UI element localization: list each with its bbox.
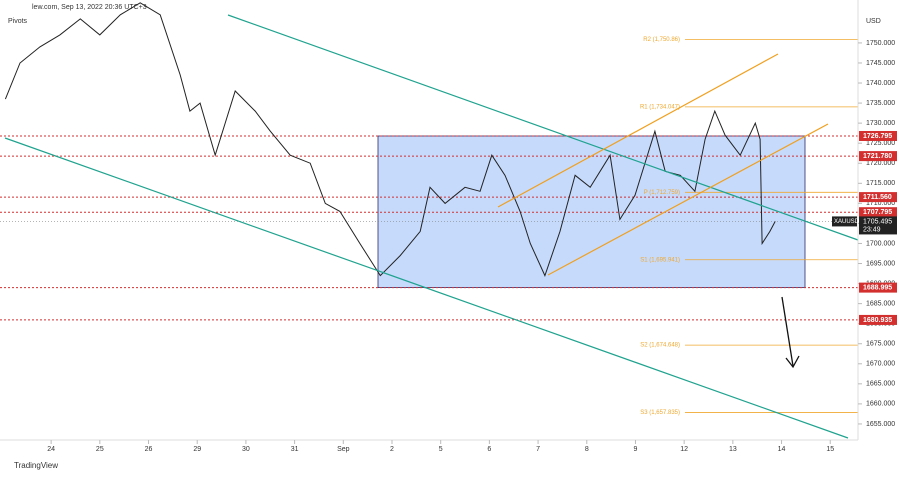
rising-channel-upper [497, 53, 779, 208]
y-axis-unit: USD [866, 18, 881, 25]
countdown-label: 23:49 [863, 226, 881, 233]
level-badge [859, 151, 897, 162]
y-tick-label: 1730.000 [866, 120, 895, 127]
x-tick-label: 5 [439, 446, 443, 453]
plot-area: R2 (1,750.86) R1 (1,734.047) P (1,712.759)… [0, 2, 858, 416]
level-label: 1726.795 [863, 133, 892, 140]
y-tick-label: 1740.000 [866, 80, 895, 87]
x-tick-label: 14 [778, 446, 786, 453]
x-tick-label: 31 [291, 446, 299, 453]
y-tick-label: 1750.000 [866, 40, 895, 47]
x-tick-label: 24 [47, 446, 55, 453]
y-tick-label: 1720.000 [866, 160, 895, 167]
level-badge [859, 207, 897, 218]
x-tick-label: 25 [96, 446, 104, 453]
level-label: 1680.935 [863, 317, 892, 324]
x-tick-label: 12 [680, 446, 688, 453]
pivot-label: S1 (1,695.941) [640, 257, 680, 263]
y-tick-label: 1655.000 [866, 421, 895, 428]
level-label: 1721.780 [863, 153, 892, 160]
rising-channel-lower [547, 123, 829, 276]
arrow-head [785, 355, 800, 369]
current-price-label: 1705.495 [863, 218, 892, 225]
footer-brand: TradingView [14, 461, 58, 470]
level-badge [859, 130, 897, 141]
level-badge [859, 192, 897, 203]
pivot-label: S3 (1,657.835) [640, 410, 680, 416]
y-tick-label: 1695.000 [866, 260, 895, 267]
x-tick-label: 2 [390, 446, 394, 453]
y-tick-label: 1725.000 [866, 140, 895, 147]
pivot-label: S2 (1,674.648) [640, 343, 680, 349]
x-tick-label: 29 [193, 446, 201, 453]
y-tick-label: 1715.000 [866, 180, 895, 187]
pivot-label: P (1,712.759) [644, 190, 680, 196]
x-tick-label: 15 [826, 446, 834, 453]
level-label: 1711.560 [863, 194, 892, 201]
x-tick-label: 6 [487, 446, 491, 453]
channel-upper [227, 14, 859, 241]
chart-title: lew.com, Sep 13, 2022 20:36 UTC+3 [32, 4, 147, 11]
level-label: 1707.795 [863, 209, 892, 216]
current-price-badge [859, 216, 897, 235]
arrow [781, 296, 794, 367]
level-label: 1688.995 [863, 284, 892, 291]
y-tick-label: 1660.000 [866, 401, 895, 408]
x-tick-label: 30 [242, 446, 250, 453]
x-tick-label: 7 [536, 446, 540, 453]
x-tick-label: 26 [145, 446, 153, 453]
symbol-badge [832, 216, 857, 227]
indicator-name: Pivots [8, 18, 28, 25]
level-badge [859, 314, 897, 325]
symbol-label: XAUUSD [834, 219, 860, 225]
y-tick-label: 1685.000 [866, 300, 895, 307]
y-tick-label: 1735.000 [866, 100, 895, 107]
y-tick-label: 1710.000 [866, 200, 895, 207]
x-tick-label: 13 [729, 446, 737, 453]
price-line [4, 2, 776, 277]
y-tick-label: 1675.000 [866, 341, 895, 348]
y-tick-label: 1745.000 [866, 60, 895, 67]
y-tick-label: 1670.000 [866, 361, 895, 368]
y-tick-label: 1700.000 [866, 240, 895, 247]
x-tick-label: Sep [337, 446, 350, 453]
pivot-label: R1 (1,734.047) [640, 104, 680, 110]
pivot-label: R2 (1,750.86) [643, 37, 680, 43]
x-tick-label: 8 [585, 446, 589, 453]
level-badge [859, 282, 897, 293]
x-tick-label: 9 [634, 446, 638, 453]
channel-lower [4, 137, 849, 439]
y-tick-label: 1665.000 [866, 381, 895, 388]
